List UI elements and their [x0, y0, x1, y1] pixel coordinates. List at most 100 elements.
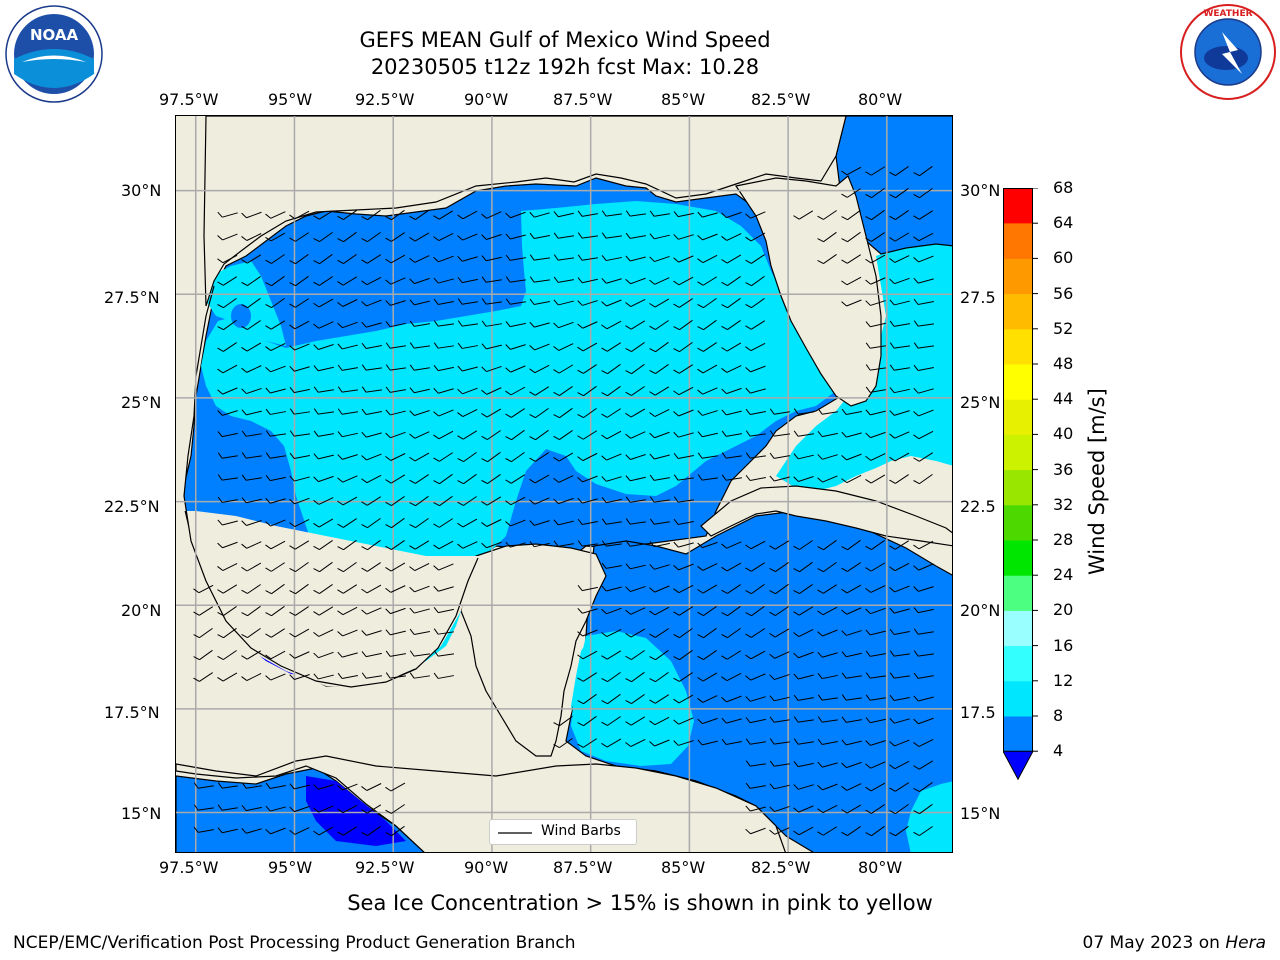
wind-barb — [745, 297, 765, 309]
wind-barb-shaft — [726, 387, 742, 395]
wind-barb-flag — [649, 633, 656, 638]
wind-barb-shaft — [318, 454, 334, 460]
wind-barb-shaft — [270, 650, 286, 660]
wind-barb-shaft — [582, 629, 598, 637]
wind-barb-flag — [865, 479, 872, 484]
wind-barb-shaft — [343, 539, 357, 551]
wind-barb — [481, 343, 502, 350]
wind-barb-shaft — [391, 825, 405, 837]
wind-barb-legend-line — [498, 832, 532, 834]
colorbar-segment — [1003, 258, 1033, 295]
wind-barb-shaft — [799, 561, 813, 573]
wind-barb-flag — [697, 258, 704, 264]
wind-barb-shaft — [582, 498, 598, 504]
wind-barb-flag — [745, 782, 751, 789]
wind-barb-shaft — [414, 388, 430, 394]
wind-barb-shaft — [895, 166, 909, 176]
wind-barb-flag — [625, 433, 632, 439]
wind-barb — [625, 232, 646, 239]
wind-barb-shaft — [487, 451, 501, 463]
wind-barb — [841, 783, 862, 791]
wind-barb-shaft — [559, 715, 573, 727]
wind-barb — [529, 254, 550, 261]
wind-barb-flag — [241, 566, 248, 572]
wind-barb-shaft — [342, 475, 358, 483]
wind-barb-shaft — [606, 498, 622, 504]
wind-barb-shaft — [798, 433, 814, 437]
wind-barb — [529, 232, 550, 240]
wind-barb-shaft — [654, 694, 670, 704]
wind-barb-shaft — [246, 520, 262, 526]
wind-barb-shaft — [486, 256, 502, 262]
wind-barb — [649, 320, 669, 330]
wind-barb-flag — [577, 346, 584, 352]
wind-barb — [649, 431, 670, 439]
wind-barb — [865, 232, 885, 242]
wind-barb-shaft — [558, 497, 574, 505]
wind-barb-flag — [241, 805, 247, 811]
wind-barb-flag — [913, 787, 920, 793]
wind-barb-flag — [913, 342, 919, 349]
wind-barb-flag — [217, 611, 224, 617]
wind-barb-shaft — [222, 387, 238, 395]
wind-barb-shaft — [318, 826, 334, 836]
wind-barb-shaft — [486, 234, 502, 240]
wind-barb — [337, 475, 358, 483]
wind-barb-shaft — [918, 232, 934, 242]
wind-barb — [433, 672, 454, 679]
wind-barb-shaft — [343, 231, 357, 243]
wind-barb-shaft — [798, 674, 814, 680]
wind-barb — [265, 628, 285, 638]
wind-barb — [337, 364, 358, 371]
wind-barb-shaft — [870, 653, 886, 657]
wind-barb-flag — [361, 342, 367, 349]
wind-barb — [289, 651, 310, 659]
wind-barb-shaft — [390, 453, 406, 461]
wind-barb — [241, 584, 261, 594]
wind-barb — [385, 431, 406, 439]
wind-barb — [649, 496, 670, 503]
wind-barb-flag — [889, 628, 895, 635]
wind-barb-flag — [385, 479, 392, 484]
wind-barb-shaft — [390, 782, 406, 792]
wind-barb-shaft — [510, 496, 526, 506]
wind-barb — [625, 650, 645, 660]
wind-barb-flag — [409, 586, 415, 593]
wind-barb — [889, 717, 910, 724]
wind-barb-flag — [913, 810, 920, 815]
wind-barb — [265, 275, 285, 287]
wind-barb — [625, 671, 645, 683]
wind-barb-flag — [649, 587, 655, 593]
wind-barb-flag — [433, 650, 439, 657]
lon-label-bottom-3: 92.5°W — [355, 858, 415, 877]
wind-barb-shaft — [390, 562, 406, 572]
wind-barb-shaft — [606, 565, 622, 569]
wind-barb-shaft — [727, 605, 741, 617]
footer-machine: Hera — [1225, 933, 1266, 953]
wind-barb-shaft — [582, 586, 598, 592]
wind-barb — [721, 320, 741, 330]
wind-barb-shaft — [438, 563, 454, 571]
yucatan-land — [460, 543, 607, 757]
wind-barb-flag — [241, 281, 248, 287]
wind-barb — [625, 475, 646, 482]
wind-barb-flag — [265, 805, 271, 812]
wind-barb — [193, 627, 213, 639]
wind-barb — [457, 342, 478, 349]
wind-barb-shaft — [342, 411, 358, 415]
wind-barb — [865, 209, 885, 221]
wind-barb-flag — [745, 236, 752, 242]
wind-barb-shaft — [798, 628, 814, 638]
wind-barb — [193, 606, 214, 616]
wind-barb-flag — [385, 342, 391, 349]
wind-barb-shaft — [606, 607, 622, 615]
wind-barb-flag — [625, 721, 632, 726]
wind-barb-shaft — [750, 785, 766, 789]
wind-barb — [601, 518, 622, 525]
wind-barb — [529, 497, 550, 505]
wind-barb — [889, 825, 909, 837]
wind-barb-flag — [265, 590, 272, 595]
wind-barb-flag — [673, 698, 680, 704]
wind-barb-shaft — [630, 607, 646, 615]
wind-barb-shaft — [559, 407, 573, 419]
